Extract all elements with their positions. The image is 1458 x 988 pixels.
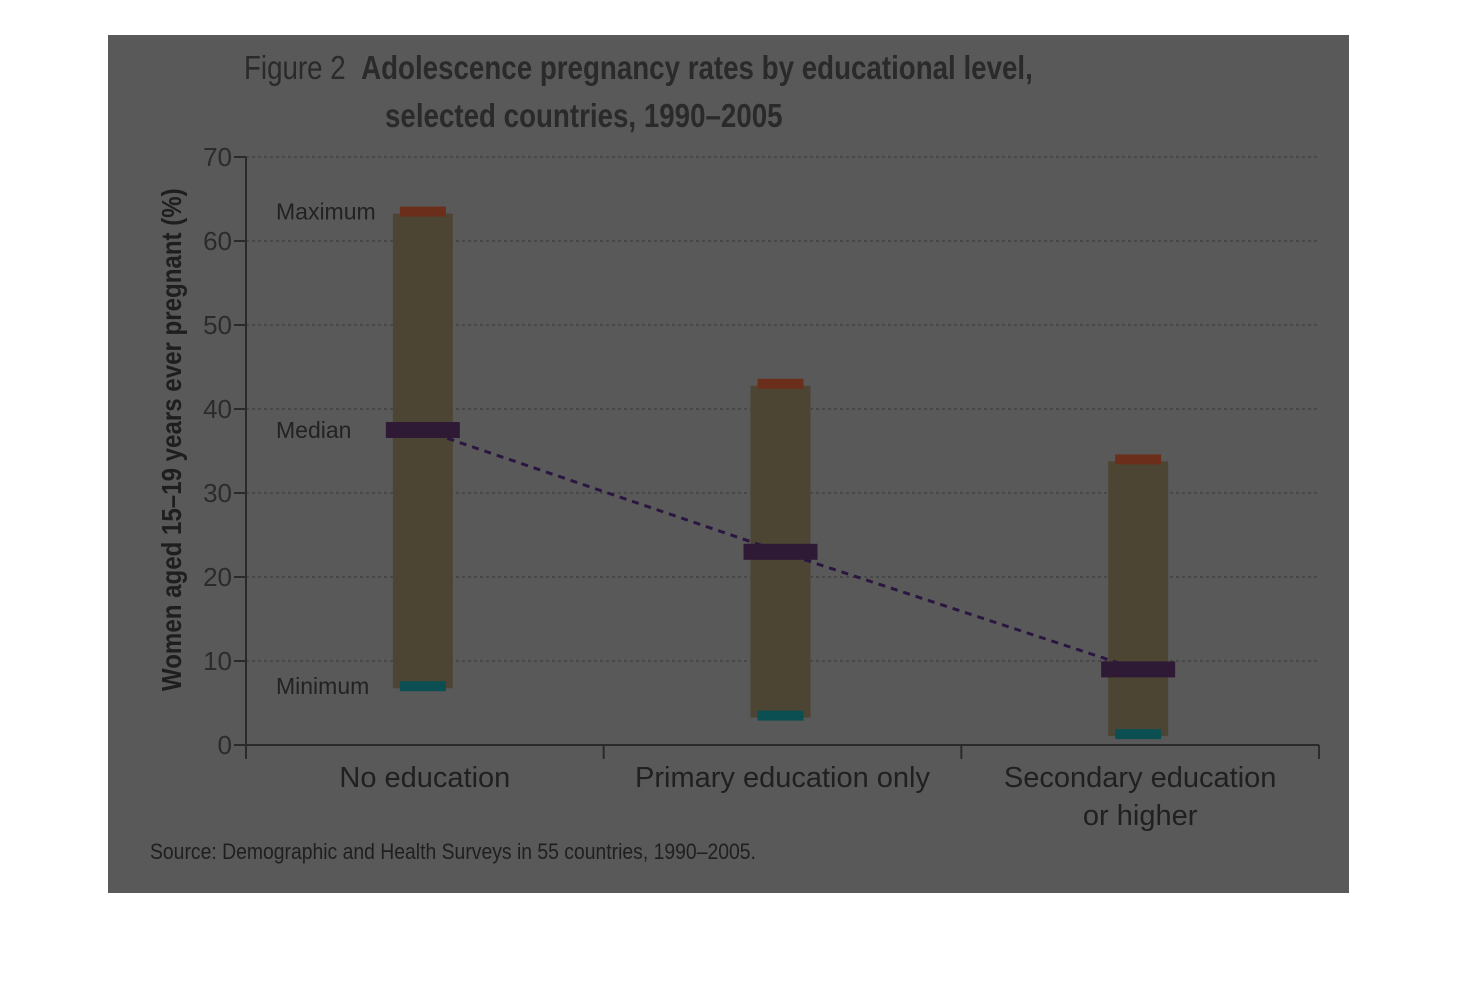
y-tick-label: 50 (203, 310, 232, 340)
y-tick-label: 40 (203, 394, 232, 424)
x-category-label: Primary education only (635, 762, 930, 794)
minimum-marker (1115, 729, 1162, 740)
y-tick-label: 20 (203, 562, 232, 592)
range-bar (1108, 461, 1169, 737)
minimum-marker (757, 710, 804, 721)
figure-number: Figure 2 (244, 49, 346, 86)
median-marker (385, 422, 460, 438)
source-note: Source: Demographic and Health Surveys i… (150, 839, 756, 864)
maximum-marker (757, 378, 804, 389)
legend-label-minimum: Minimum (276, 673, 369, 699)
minimum-marker (399, 681, 446, 692)
y-tick-label: 10 (203, 646, 232, 676)
legend-label-maximum: Maximum (276, 199, 376, 225)
maximum-marker (1115, 454, 1162, 465)
y-tick-label: 30 (203, 478, 232, 508)
x-category-label: or higher (1083, 800, 1198, 832)
range-bar (392, 213, 453, 689)
figure-title-line-1: Figure 2 Adolescence pregnancy rates by … (244, 49, 1033, 87)
y-tick-label: 0 (218, 730, 232, 760)
figure-title-continuation: selected countries, 1990–2005 (385, 97, 783, 134)
maximum-marker (399, 206, 446, 217)
x-category-label: Secondary education (1004, 762, 1276, 794)
legend-label-median: Median (276, 417, 351, 443)
y-tick-label: 70 (203, 142, 232, 172)
x-category-label: No education (339, 762, 510, 794)
chart-svg: 0 10 20 30 40 50 60 70 No education Primary educa… (203, 142, 1320, 832)
figure-panel: Figure 2 Adolescence pregnancy rates by … (108, 35, 1349, 893)
median-marker (743, 543, 818, 560)
figure-title: Adolescence pregnancy rates by education… (361, 49, 1033, 86)
median-marker (1101, 661, 1176, 678)
y-tick-label: 60 (203, 226, 232, 256)
figure-title-line-2: selected countries, 1990–2005 (385, 97, 783, 135)
